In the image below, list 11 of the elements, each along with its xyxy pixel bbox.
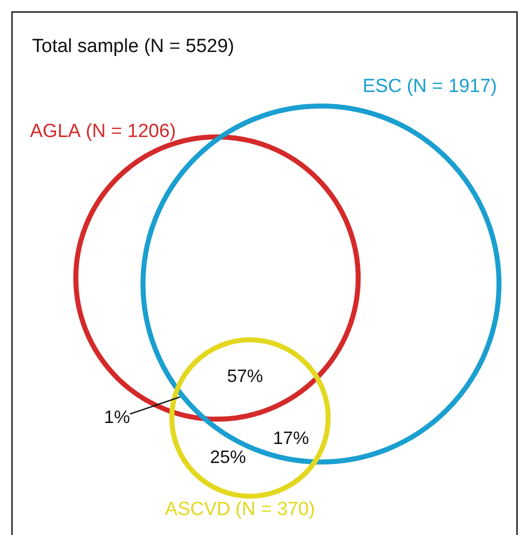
data-label: (N = 1206) [86, 121, 176, 142]
data-label: (N = 370) [235, 499, 316, 520]
text: 57% [226, 366, 264, 386]
category-label: ASCVD [164, 499, 230, 520]
category-label: AGLA [30, 121, 82, 142]
text: 17% [272, 428, 310, 448]
text: Total sample (N = 5529) [32, 36, 234, 57]
category-label: ESC [362, 76, 402, 97]
data-label: (N = 1917) [406, 76, 497, 97]
text: 25% [210, 447, 246, 467]
text: 1% [104, 407, 130, 427]
